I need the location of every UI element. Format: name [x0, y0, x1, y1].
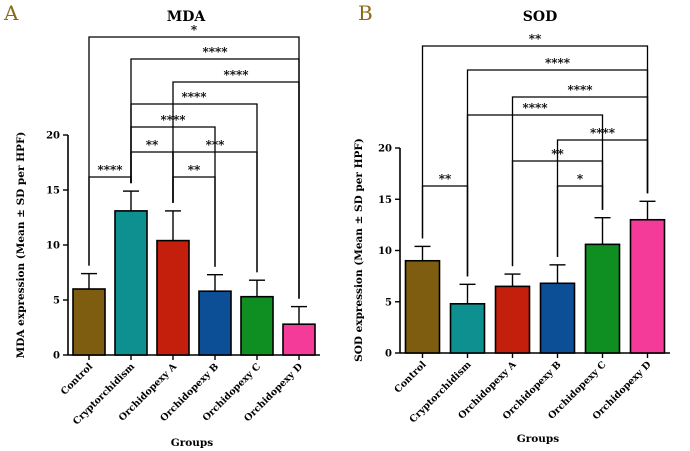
category-label: Control [392, 359, 428, 395]
y-tick-label: 20 [378, 144, 392, 155]
bar [240, 295, 274, 356]
bar [156, 239, 190, 356]
significance-label: **** [202, 45, 228, 59]
y-tick-label: 0 [53, 351, 60, 362]
y-tick-label: 20 [46, 131, 60, 142]
y-axis-label: SOD expression (Mean ± SD per HPF) [353, 138, 365, 362]
significance-label: ** [551, 147, 564, 161]
significance-label: **** [223, 68, 249, 82]
panel-letter: A [3, 1, 19, 25]
bar [629, 218, 666, 354]
significance-bracket [130, 103, 258, 273]
chart-title: SOD [523, 9, 557, 25]
significance-label: * [577, 172, 584, 186]
significance-bracket [130, 151, 174, 203]
significance-bracket [88, 176, 132, 266]
category-label: Control [59, 361, 95, 397]
y-tick-label: 5 [385, 297, 392, 308]
significance-label: ** [146, 138, 159, 152]
x-axis-label: Groups [517, 433, 559, 445]
significance-label: **** [590, 126, 616, 140]
bar [449, 302, 486, 354]
bar [494, 285, 531, 354]
y-tick-label: 5 [53, 296, 60, 307]
significance-bracket [421, 185, 469, 277]
y-tick-label: 15 [378, 195, 392, 206]
significance-label: **** [160, 113, 186, 127]
x-axis-label: Groups [171, 437, 213, 449]
significance-label: **** [181, 90, 207, 104]
significance-bracket [172, 81, 300, 299]
bar [584, 243, 621, 354]
significance-label: **** [522, 101, 548, 115]
significance-label: *** [206, 138, 226, 152]
bar [114, 210, 148, 356]
bar [72, 288, 106, 356]
y-tick-label: 0 [385, 349, 392, 360]
bar [198, 290, 232, 356]
bar [539, 282, 576, 354]
significance-label: ** [529, 32, 542, 46]
significance-label: ** [188, 163, 201, 177]
chart-title: MDA [167, 9, 207, 25]
panel-letter: B [358, 1, 373, 25]
bar [404, 259, 441, 354]
bar [282, 323, 316, 356]
panel-mda: A MDA 0 5 10 15 20 MDA expression (Mean ± SD pe… [3, 1, 320, 449]
significance-bracket [556, 185, 604, 257]
significance-label: * [191, 23, 198, 37]
significance-bracket [172, 176, 216, 267]
significance-label: **** [545, 56, 571, 70]
y-tick-label: 10 [46, 241, 60, 252]
significance-bracket [466, 114, 604, 277]
y-axis-label: MDA expression (Mean ± SD per HPF) [15, 132, 27, 359]
y-tick-label: 15 [46, 186, 60, 197]
y-tick-label: 10 [378, 246, 392, 257]
significance-label: **** [97, 163, 123, 177]
significance-label: ** [439, 172, 452, 186]
panel-sod: B SOD 0 5 10 15 20 SOD expression (Mean ± SD pe… [353, 1, 670, 445]
significance-bracket [421, 45, 649, 239]
significance-label: **** [567, 83, 593, 97]
